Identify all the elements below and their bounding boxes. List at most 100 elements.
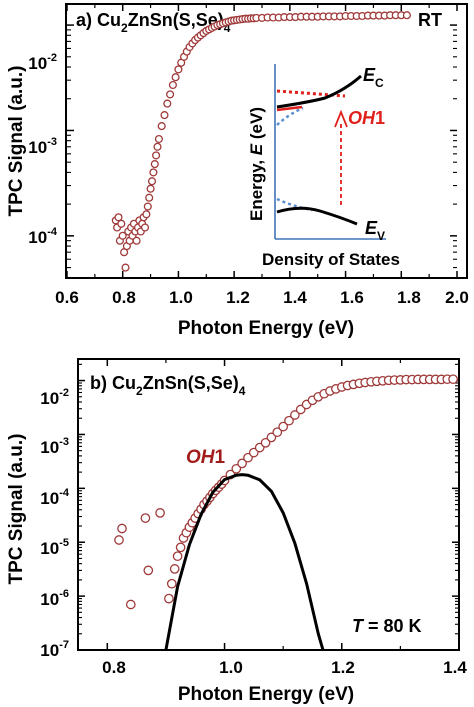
data-point xyxy=(164,593,174,604)
panel-b-data-points xyxy=(114,374,458,610)
inset-arrow-head xyxy=(334,109,348,128)
panel-a: 0.6 0.8 1.0 1.2 1.4 1.6 1.8 2.0 10-4 10-… xyxy=(6,3,469,339)
data-point xyxy=(140,513,151,523)
data-point xyxy=(272,427,283,438)
data-point xyxy=(146,184,155,193)
data-point xyxy=(237,458,247,469)
data-point xyxy=(147,177,157,186)
data-point xyxy=(163,99,172,108)
data-point xyxy=(174,65,183,74)
data-point xyxy=(290,410,300,420)
b-y-tick-label: 10-2 xyxy=(40,387,69,408)
data-point xyxy=(168,80,177,90)
data-point xyxy=(149,168,158,177)
data-point xyxy=(448,374,458,385)
a-panel-title: a) Cu2ZnSn(S,Se)4 xyxy=(76,10,231,35)
inset-band-diagram: Energy, E (eV) Density of States EC EV O… xyxy=(247,63,400,269)
b-x-tick-label: 0.8 xyxy=(102,658,126,677)
panel-b-oh1-curve xyxy=(164,473,325,651)
a-y-tick-label: 10-4 xyxy=(28,226,58,247)
data-point xyxy=(166,578,177,589)
panel-b-x-tick-labels: 0.8 1.0 1.2 1.4 xyxy=(102,658,467,677)
b-y-tick-label: 10-7 xyxy=(40,639,69,660)
data-point xyxy=(143,565,154,576)
data-point xyxy=(117,523,127,534)
data-point xyxy=(278,421,289,432)
data-point xyxy=(402,11,411,20)
panel-a-ticks xyxy=(66,4,458,279)
data-point xyxy=(132,236,141,245)
data-point xyxy=(145,193,154,202)
data-point xyxy=(157,122,166,131)
b-x-tick-label: 1.2 xyxy=(331,658,355,677)
a-x-tick-label: 0.8 xyxy=(112,288,136,307)
data-point xyxy=(117,219,126,228)
data-point xyxy=(166,90,175,99)
panel-b-ticks xyxy=(78,359,460,651)
b-y-tick-label: 10-5 xyxy=(40,537,69,558)
data-point xyxy=(260,437,271,448)
inset-y-axis-label: Energy, E (eV) xyxy=(247,107,266,221)
panel-a-y-tick-labels: 10-4 10-3 10-2 xyxy=(28,52,58,247)
b-x-tick-label: 1.4 xyxy=(443,658,467,677)
a-x-tick-label: 1.0 xyxy=(169,288,193,307)
panel-b-y-tick-labels: 10-7 10-6 10-5 10-4 10-3 10-2 xyxy=(40,387,70,660)
data-point xyxy=(114,213,123,222)
panel-a-data-points xyxy=(111,11,411,272)
inset-ec-blue-dotted xyxy=(276,106,304,126)
b-y-tick-label: 10-4 xyxy=(40,487,70,508)
b-y-tick-label: 10-6 xyxy=(40,588,69,609)
b-oh1-label: OH1 xyxy=(186,447,226,468)
data-point xyxy=(231,463,242,474)
inset-ec-band xyxy=(276,74,362,109)
data-point xyxy=(140,223,150,232)
data-point xyxy=(160,111,169,120)
b-x-tick-label: 1.0 xyxy=(219,658,243,677)
data-point xyxy=(266,432,277,443)
panel-a-x-tick-labels: 0.6 0.8 1.0 1.2 1.4 1.6 1.8 2.0 xyxy=(55,288,469,307)
b-y-axis-label: TPC Signal (a.u.) xyxy=(6,434,27,585)
a-x-tick-label: 1.4 xyxy=(283,288,307,307)
a-x-tick-label: 1.8 xyxy=(397,288,421,307)
a-rt-label: RT xyxy=(418,10,442,30)
oh1-gaussian-line xyxy=(164,473,325,651)
data-point xyxy=(121,263,130,272)
a-x-tick-label: 0.6 xyxy=(55,288,79,307)
b-x-axis-label: Photon Energy (eV) xyxy=(178,684,354,705)
a-x-tick-label: 2.0 xyxy=(445,288,469,307)
data-point xyxy=(171,73,180,82)
data-point xyxy=(154,134,163,144)
data-point xyxy=(118,231,127,240)
inset-ev-blue-dotted xyxy=(276,197,313,212)
data-point xyxy=(114,535,124,545)
data-point xyxy=(153,142,162,151)
a-x-axis-label: Photon Energy (eV) xyxy=(178,318,354,339)
data-point xyxy=(175,542,186,553)
data-point xyxy=(284,415,294,426)
a-y-tick-label: 10-3 xyxy=(28,136,57,157)
b-panel-title: b) Cu2ZnSn(S,Se)4 xyxy=(90,373,246,398)
a-y-tick-label: 10-2 xyxy=(28,52,57,73)
data-point xyxy=(169,564,180,574)
data-point xyxy=(142,210,151,219)
inset-ec-label: EC xyxy=(363,65,384,90)
inset-oh1-label: OH1 xyxy=(348,108,385,128)
b-y-tick-label: 10-3 xyxy=(40,436,69,457)
data-point xyxy=(172,551,183,562)
a-x-tick-label: 1.2 xyxy=(226,288,250,307)
a-x-tick-label: 1.6 xyxy=(340,288,364,307)
data-point xyxy=(152,151,161,160)
b-temperature-label: T = 80 K xyxy=(352,616,422,636)
data-point xyxy=(150,160,159,169)
data-point xyxy=(125,599,136,610)
data-point xyxy=(155,508,165,518)
panel-b: 0.8 1.0 1.2 1.4 10-7 10-6 10-5 10-4 10-3… xyxy=(6,358,467,705)
inset-background xyxy=(275,63,387,240)
a-y-axis-label: TPC Signal (a.u.) xyxy=(6,66,27,217)
inset-ev-label: EV xyxy=(365,218,385,243)
panel-a-frame xyxy=(65,3,468,279)
inset-oh1-level xyxy=(276,105,303,112)
inset-ev-band xyxy=(276,206,358,226)
data-point xyxy=(143,202,152,211)
